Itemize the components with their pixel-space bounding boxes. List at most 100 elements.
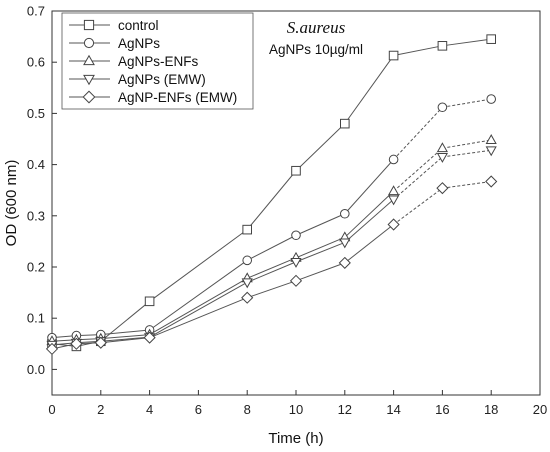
series-1-segment-5 [295, 213, 346, 236]
series-3-segment-4 [247, 261, 297, 283]
series-4-point-7 [387, 218, 400, 231]
series-1-point-5 [291, 230, 301, 241]
series-0-segment-3 [149, 229, 248, 302]
legend-marker-4 [82, 90, 96, 104]
y-tick-label-0: 0.0 [27, 362, 45, 377]
series-1-segment-3 [149, 259, 248, 331]
series-3-point-5 [290, 257, 302, 268]
x-tick-label-2: 4 [146, 402, 153, 417]
series-1-point-6 [340, 208, 350, 219]
series-1-point-8 [437, 102, 448, 113]
series-4-segment-3 [149, 297, 248, 339]
series-4-point-8 [436, 182, 449, 195]
legend-marker-1 [83, 37, 95, 49]
y-tick-label-5: 0.5 [27, 106, 45, 121]
series-1-segment-6 [344, 159, 394, 215]
series-1-segment-2 [100, 329, 150, 336]
x-tick-label-7: 14 [386, 402, 400, 417]
series-2-segment-3 [149, 277, 248, 336]
series-0-point-6 [340, 118, 350, 129]
series-0-point-4 [242, 224, 252, 235]
x-tick-label-3: 6 [195, 402, 202, 417]
series-2-segment-6 [344, 190, 394, 238]
series-4-segment-5 [295, 262, 345, 282]
series-0-segment-7 [393, 45, 443, 57]
x-tick-label-0: 0 [48, 402, 55, 417]
series-layer [45, 34, 498, 356]
series-3-segment-3 [149, 281, 248, 338]
series-1-point-4 [242, 255, 252, 266]
legend-marker-0 [83, 19, 95, 31]
series-4-point-4 [241, 291, 254, 304]
series-4-point-1 [70, 337, 83, 350]
y-tick-label-6: 0.6 [27, 55, 45, 70]
series-3-point-9 [485, 146, 497, 157]
series-2-segment-5 [295, 236, 345, 259]
series-0-segment-4 [246, 170, 297, 230]
legend-label-3: AgNPs (EMW) [118, 72, 206, 87]
legend-marker-3 [83, 74, 95, 86]
x-tick-label-6: 12 [338, 402, 352, 417]
series-3-point-6 [339, 238, 351, 249]
series-2-point-7 [388, 185, 400, 196]
series-3-segment-8 [442, 149, 492, 158]
legend-marker-2 [83, 54, 95, 66]
x-tick-label-9: 18 [484, 402, 498, 417]
series-1-point-7 [388, 154, 399, 165]
y-tick-label-1: 0.1 [27, 311, 45, 326]
series-4-point-2 [94, 336, 107, 349]
series-2-point-9 [485, 134, 497, 144]
series-3-segment-6 [344, 199, 394, 243]
series-1-point-9 [486, 94, 497, 104]
legend-label-2: AgNPs-ENFs [118, 54, 199, 69]
y-tick-label-4: 0.4 [27, 157, 45, 172]
series-0-segment-6 [344, 55, 395, 124]
x-axis: 0 2 4 6 8 10 12 14 16 18 20 [48, 390, 547, 417]
series-4 [45, 175, 498, 356]
series-2-segment-7 [393, 147, 443, 192]
x-tick-label-4: 8 [244, 402, 251, 417]
series-4-segment-8 [442, 181, 492, 189]
x-tick-label-5: 10 [289, 402, 303, 417]
x-tick-label-8: 16 [435, 402, 449, 417]
y-tick-label-3: 0.3 [27, 208, 45, 223]
series-4-segment-6 [344, 224, 394, 264]
series-0-point-5 [291, 165, 301, 176]
series-4-segment-7 [393, 187, 443, 225]
legend-label-1: AgNPs [118, 36, 160, 51]
series-2-segment-4 [247, 257, 297, 279]
x-tick-label-1: 2 [97, 402, 104, 417]
legend-label-4: AgNP-ENFs (EMW) [118, 90, 237, 105]
annotation-title: S.aureus [287, 18, 346, 37]
series-0-point-9 [486, 34, 496, 44]
series-2-point-8 [436, 142, 448, 153]
legend: control AgNPs AgNPs-ENFs AgNPs (EMW) AgNP-EN… [61, 12, 254, 110]
series-1-segment-4 [246, 234, 297, 261]
series-3-segment-7 [393, 156, 443, 200]
legend-items: control AgNPs AgNPs-ENFs AgNPs (EMW) AgNP-EN… [69, 18, 237, 105]
series-4-point-0 [45, 342, 59, 356]
series-3-segment-5 [295, 241, 345, 263]
series-4-point-6 [338, 256, 351, 269]
series-3-segment-2 [100, 336, 150, 342]
series-0-segment-2 [100, 300, 150, 342]
x-tick-label-10: 20 [533, 402, 547, 417]
y-axis: 0.0 0.1 0.2 0.3 0.4 0.5 0.6 0.7 [27, 4, 57, 377]
series-0-point-3 [144, 296, 155, 307]
series-0-segment-8 [442, 38, 492, 47]
series-2-segment-8 [442, 139, 492, 149]
y-tick-label-7: 0.7 [27, 4, 45, 19]
y-tick-label-2: 0.2 [27, 260, 45, 275]
y-axis-title: OD (600 nm) [3, 160, 20, 247]
series-1-segment-8 [442, 98, 492, 108]
series-4-segment-2 [100, 337, 150, 344]
x-axis-title: Time (h) [268, 430, 323, 447]
series-4-point-3 [143, 331, 156, 344]
series-3-point-4 [241, 278, 253, 289]
series-3-point-7 [388, 195, 400, 206]
series-2-segment-2 [100, 334, 150, 340]
series-4-point-5 [289, 274, 303, 287]
series-0-point-8 [437, 41, 448, 51]
series-4-segment-4 [247, 280, 297, 299]
series-3-point-8 [436, 152, 448, 163]
